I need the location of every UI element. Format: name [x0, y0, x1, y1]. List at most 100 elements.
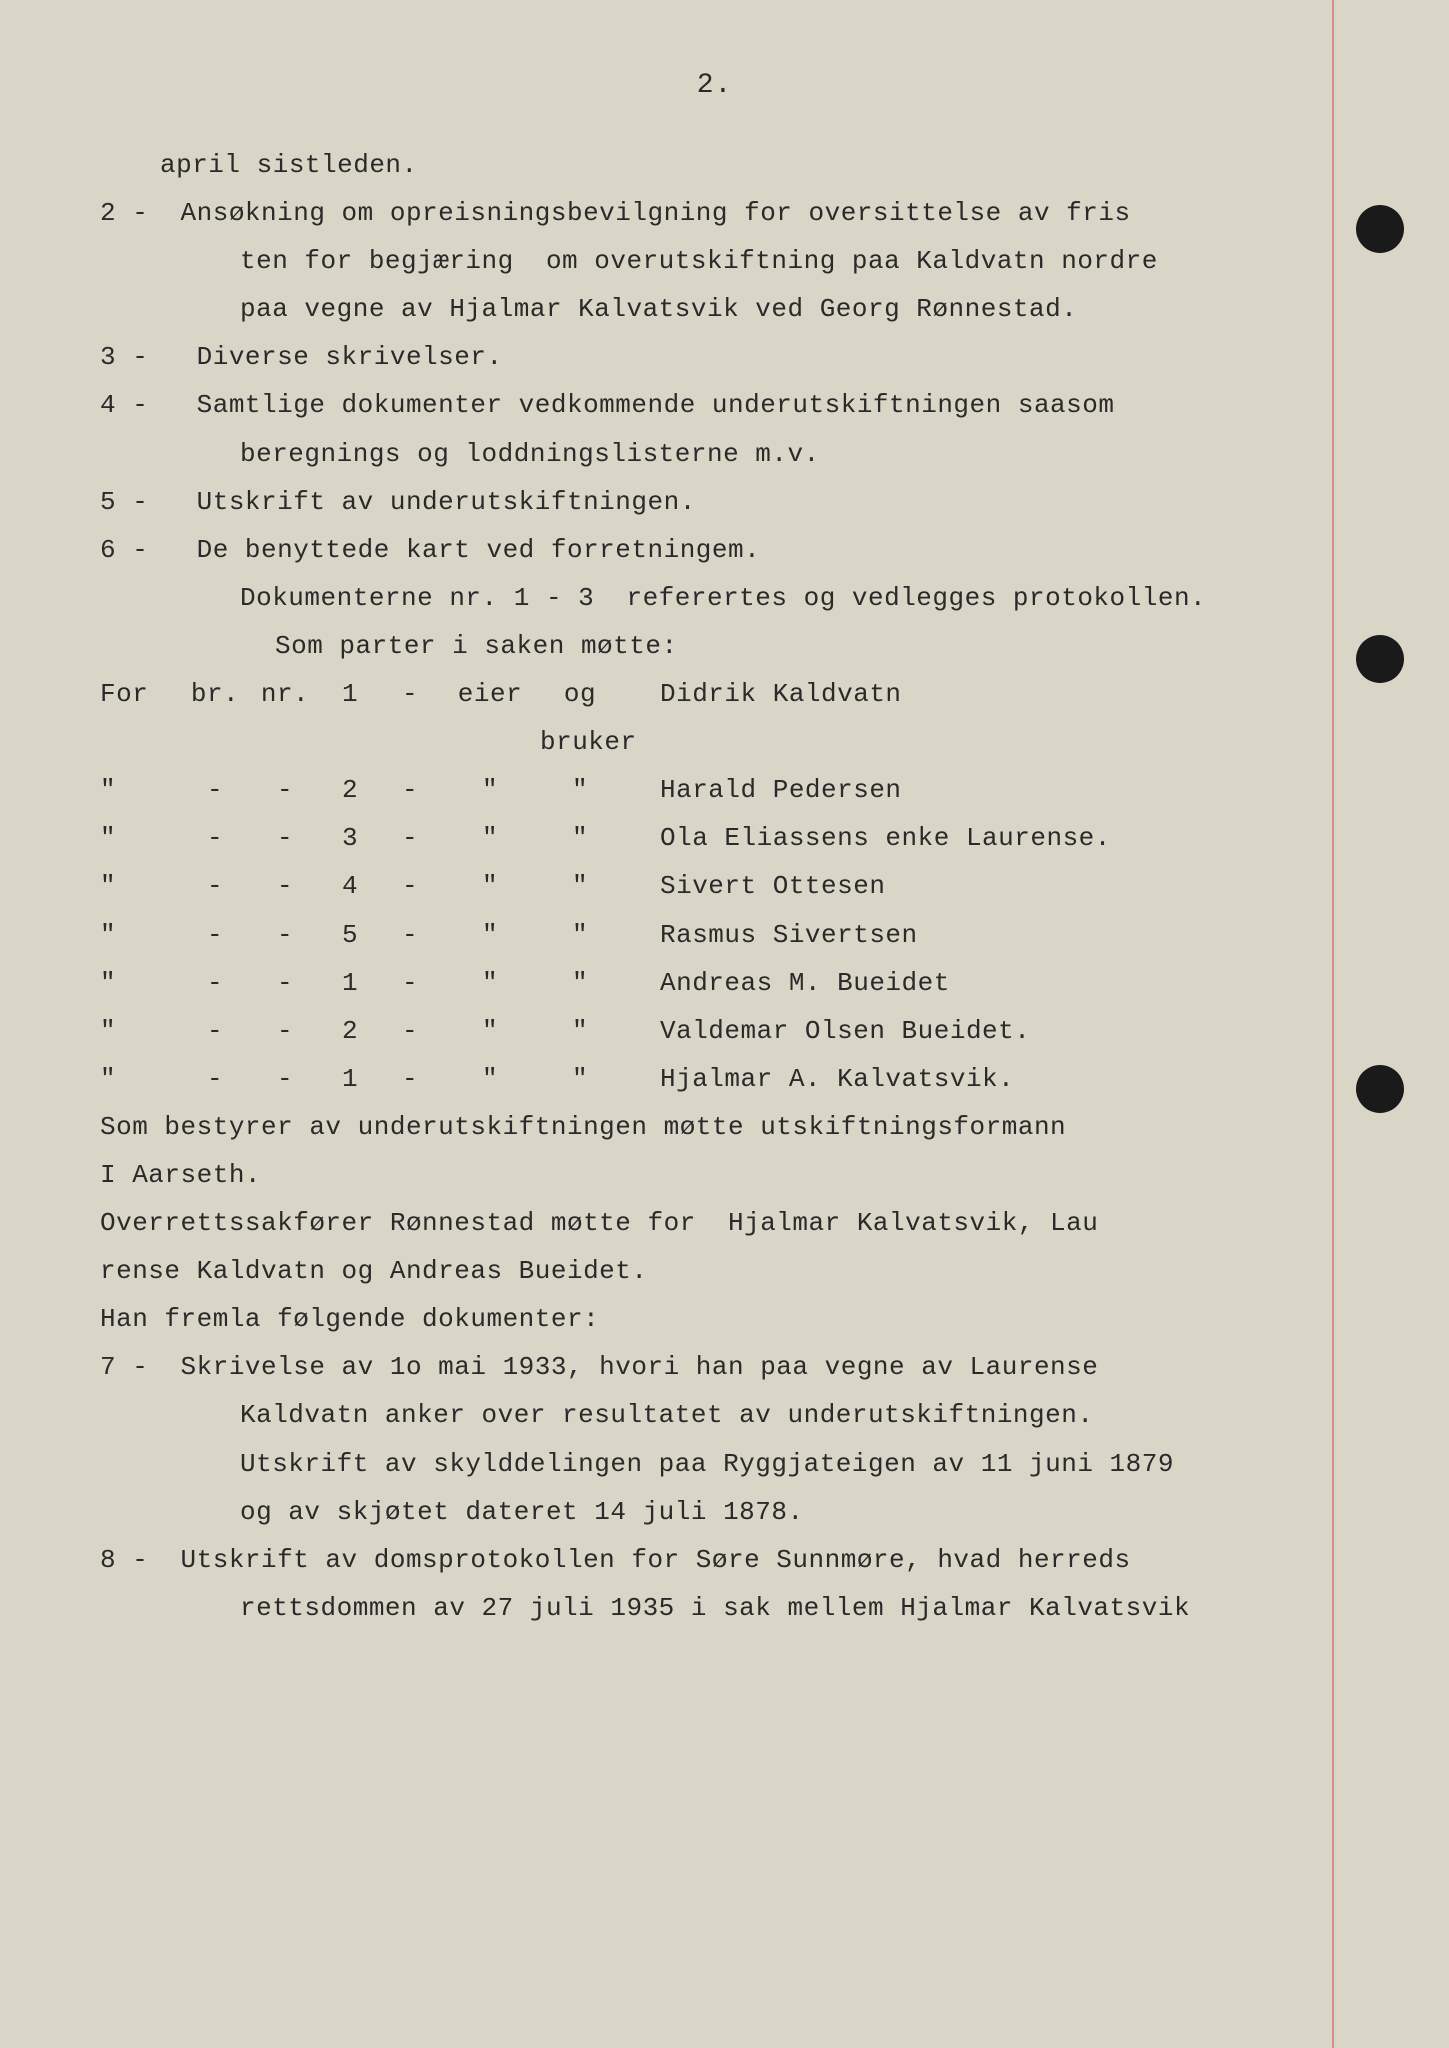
table-cell: -	[380, 959, 440, 1007]
table-cell: -	[380, 1055, 440, 1103]
table-cell: -	[180, 959, 250, 1007]
table-cell: "	[440, 1055, 540, 1103]
table-cell: -	[180, 766, 250, 814]
text-line: Han fremla følgende dokumenter:	[100, 1295, 1329, 1343]
table-cell: "	[440, 814, 540, 862]
text-line: 4 - Samtlige dokumenter vedkommende unde…	[100, 381, 1329, 429]
table-cell: Valdemar Olsen Bueidet.	[620, 1007, 1329, 1055]
table-cell: -	[380, 862, 440, 910]
text-line: Utskrift av skylddelingen paa Ryggjateig…	[100, 1440, 1329, 1488]
page-number: 2.	[100, 70, 1329, 101]
table-cell: 1	[320, 670, 380, 766]
binder-hole	[1356, 635, 1404, 683]
table-cell: 1	[320, 959, 380, 1007]
table-cell: eier	[440, 670, 540, 766]
text-line: Kaldvatn anker over resultatet av underu…	[100, 1391, 1329, 1439]
table-cell: 3	[320, 814, 380, 862]
table-row: "--3-""Ola Eliassens enke Laurense.	[100, 814, 1329, 862]
table-cell: "	[100, 814, 180, 862]
binder-hole	[1356, 1065, 1404, 1113]
table-cell: "	[440, 862, 540, 910]
table-cell: "	[100, 959, 180, 1007]
text-line: 3 - Diverse skrivelser.	[100, 333, 1329, 381]
table-cell: "	[540, 862, 620, 910]
table-cell: -	[180, 911, 250, 959]
table-cell: Harald Pedersen	[620, 766, 1329, 814]
parties-table: Forbr.nr.1-eierog brukerDidrik Kaldvatn"…	[100, 670, 1329, 1103]
text-line: 8 - Utskrift av domsprotokollen for Søre…	[100, 1536, 1329, 1584]
table-cell: "	[100, 1007, 180, 1055]
table-cell: -	[250, 862, 320, 910]
text-line: Overrettssakfører Rønnestad møtte for Hj…	[100, 1199, 1329, 1247]
table-cell: "	[440, 766, 540, 814]
table-cell: -	[180, 814, 250, 862]
table-cell: br.	[180, 670, 250, 766]
table-cell: Sivert Ottesen	[620, 862, 1329, 910]
table-cell: "	[540, 1007, 620, 1055]
table-cell: -	[380, 670, 440, 766]
table-cell: -	[380, 766, 440, 814]
table-cell: 5	[320, 911, 380, 959]
table-cell: "	[100, 766, 180, 814]
table-cell: 2	[320, 766, 380, 814]
table-cell: -	[180, 862, 250, 910]
right-margin-rule	[1332, 0, 1334, 2048]
table-cell: "	[100, 862, 180, 910]
table-row: "--2-""Valdemar Olsen Bueidet.	[100, 1007, 1329, 1055]
table-cell: og bruker	[540, 670, 620, 766]
text-line: rense Kaldvatn og Andreas Bueidet.	[100, 1247, 1329, 1295]
table-cell: "	[440, 1007, 540, 1055]
table-row: "--1-""Hjalmar A. Kalvatsvik.	[100, 1055, 1329, 1103]
text-line: Som bestyrer av underutskiftningen møtte…	[100, 1103, 1329, 1151]
table-cell: 2	[320, 1007, 380, 1055]
text-line: I Aarseth.	[100, 1151, 1329, 1199]
table-cell: "	[100, 1055, 180, 1103]
table-row: "--1-""Andreas M. Bueidet	[100, 959, 1329, 1007]
binder-hole	[1356, 205, 1404, 253]
text-line: 7 - Skrivelse av 1o mai 1933, hvori han …	[100, 1343, 1329, 1391]
table-cell: -	[380, 1007, 440, 1055]
table-row: "--2-""Harald Pedersen	[100, 766, 1329, 814]
table-cell: -	[250, 1007, 320, 1055]
table-cell: "	[540, 766, 620, 814]
table-header-row: Forbr.nr.1-eierog brukerDidrik Kaldvatn	[100, 670, 1329, 766]
table-cell: nr.	[250, 670, 320, 766]
table-cell: -	[250, 1055, 320, 1103]
text-line: rettsdommen av 27 juli 1935 i sak mellem…	[100, 1584, 1329, 1632]
table-cell: -	[250, 911, 320, 959]
table-cell: "	[540, 911, 620, 959]
table-cell: Ola Eliassens enke Laurense.	[620, 814, 1329, 862]
table-cell: -	[380, 814, 440, 862]
text-line: paa vegne av Hjalmar Kalvatsvik ved Geor…	[100, 285, 1329, 333]
text-line: 5 - Utskrift av underutskiftningen.	[100, 478, 1329, 526]
table-cell: Rasmus Sivertsen	[620, 911, 1329, 959]
table-cell: For	[100, 670, 180, 766]
text-line: og av skjøtet dateret 14 juli 1878.	[100, 1488, 1329, 1536]
table-cell: Didrik Kaldvatn	[620, 670, 1329, 766]
table-cell: -	[250, 959, 320, 1007]
table-cell: -	[380, 911, 440, 959]
table-cell: -	[250, 766, 320, 814]
text-line: april sistleden.	[100, 141, 1329, 189]
table-cell: "	[440, 911, 540, 959]
text-line: Som parter i saken møtte:	[100, 622, 1329, 670]
text-line: beregnings og loddningslisterne m.v.	[100, 430, 1329, 478]
table-row: "--5-""Rasmus Sivertsen	[100, 911, 1329, 959]
table-cell: 1	[320, 1055, 380, 1103]
table-row: "--4-""Sivert Ottesen	[100, 862, 1329, 910]
text-line: Dokumenterne nr. 1 - 3 referertes og ved…	[100, 574, 1329, 622]
document-page: 2. april sistleden.2 - Ansøkning om opre…	[0, 0, 1449, 2048]
text-line: 2 - Ansøkning om opreisningsbevilgning f…	[100, 189, 1329, 237]
table-cell: 4	[320, 862, 380, 910]
text-line: 6 - De benyttede kart ved forretningem.	[100, 526, 1329, 574]
table-cell: Andreas M. Bueidet	[620, 959, 1329, 1007]
table-cell: "	[540, 1055, 620, 1103]
table-cell: "	[540, 959, 620, 1007]
table-cell: "	[440, 959, 540, 1007]
table-cell: -	[250, 814, 320, 862]
table-cell: Hjalmar A. Kalvatsvik.	[620, 1055, 1329, 1103]
document-body: april sistleden.2 - Ansøkning om opreisn…	[100, 141, 1329, 1632]
table-cell: -	[180, 1055, 250, 1103]
table-cell: "	[100, 911, 180, 959]
text-line: ten for begjæring om overutskiftning paa…	[100, 237, 1329, 285]
